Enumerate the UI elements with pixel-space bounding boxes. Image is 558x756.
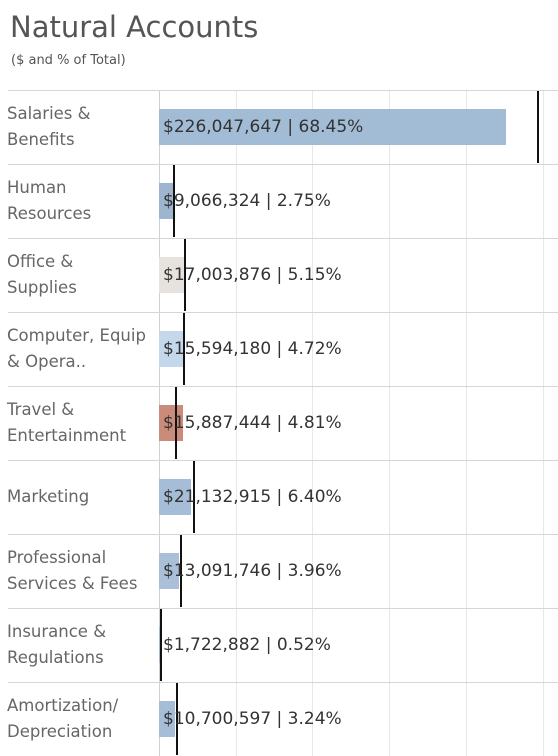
- grid-line: [389, 90, 391, 756]
- row-divider: [8, 682, 558, 756]
- bar: [159, 257, 186, 293]
- bar: [159, 109, 506, 145]
- reference-line: [159, 609, 162, 681]
- chart-subtitle: ($ and % of Total): [11, 53, 126, 68]
- bar: [159, 479, 192, 515]
- grid-line: [312, 90, 314, 756]
- value-label: $15,594,180 | 4.72%: [163, 339, 342, 359]
- bar: [159, 553, 180, 589]
- category-label: Travel & Entertainment: [7, 400, 127, 445]
- reference-line: [173, 165, 176, 237]
- row-divider: [8, 534, 558, 609]
- row-divider: [8, 238, 558, 313]
- grid-line: [465, 90, 467, 756]
- value-label: $226,047,647 | 68.45%: [163, 117, 364, 137]
- value-label: $17,003,876 | 5.15%: [163, 265, 342, 285]
- value-label: $9,066,324 | 2.75%: [163, 191, 331, 211]
- category-label: Salaries & Benefits: [7, 104, 91, 149]
- reference-line: [175, 387, 178, 459]
- value-label: $15,887,444 | 4.81%: [163, 413, 342, 433]
- row-divider: [8, 386, 558, 461]
- row-divider: [8, 460, 558, 535]
- value-label: $10,700,597 | 3.24%: [163, 709, 342, 729]
- category-label: Marketing: [7, 487, 90, 506]
- category-label: Office & Supplies: [7, 252, 77, 297]
- reference-line: [192, 461, 195, 533]
- bar: [159, 405, 184, 441]
- row-divider: [8, 90, 558, 165]
- reference-line: [183, 313, 185, 385]
- reference-line: [184, 239, 187, 311]
- category-label: Human Resources: [7, 178, 92, 223]
- category-label: Amortization/ Depreciation: [7, 696, 119, 741]
- category-label: Professional Services & Fees: [7, 548, 138, 593]
- category-label: Insurance & Regulations: [7, 622, 107, 667]
- reference-line: [537, 91, 540, 163]
- bar: [159, 331, 183, 367]
- grid-line: [235, 90, 237, 756]
- chart-title: Natural Accounts: [10, 10, 259, 44]
- row-divider: [8, 312, 558, 387]
- row-divider: [8, 164, 558, 239]
- reference-line: [180, 535, 183, 607]
- grid-line: [542, 90, 544, 756]
- reference-line: [175, 683, 178, 755]
- bar: [159, 701, 176, 737]
- bar: [159, 183, 173, 219]
- category-label: Computer, Equip & Opera..: [7, 326, 146, 371]
- value-label: $21,132,915 | 6.40%: [163, 487, 342, 507]
- value-label: $1,722,882 | 0.52%: [163, 635, 331, 655]
- row-divider: [8, 608, 558, 683]
- value-label: $13,091,746 | 3.96%: [163, 561, 342, 581]
